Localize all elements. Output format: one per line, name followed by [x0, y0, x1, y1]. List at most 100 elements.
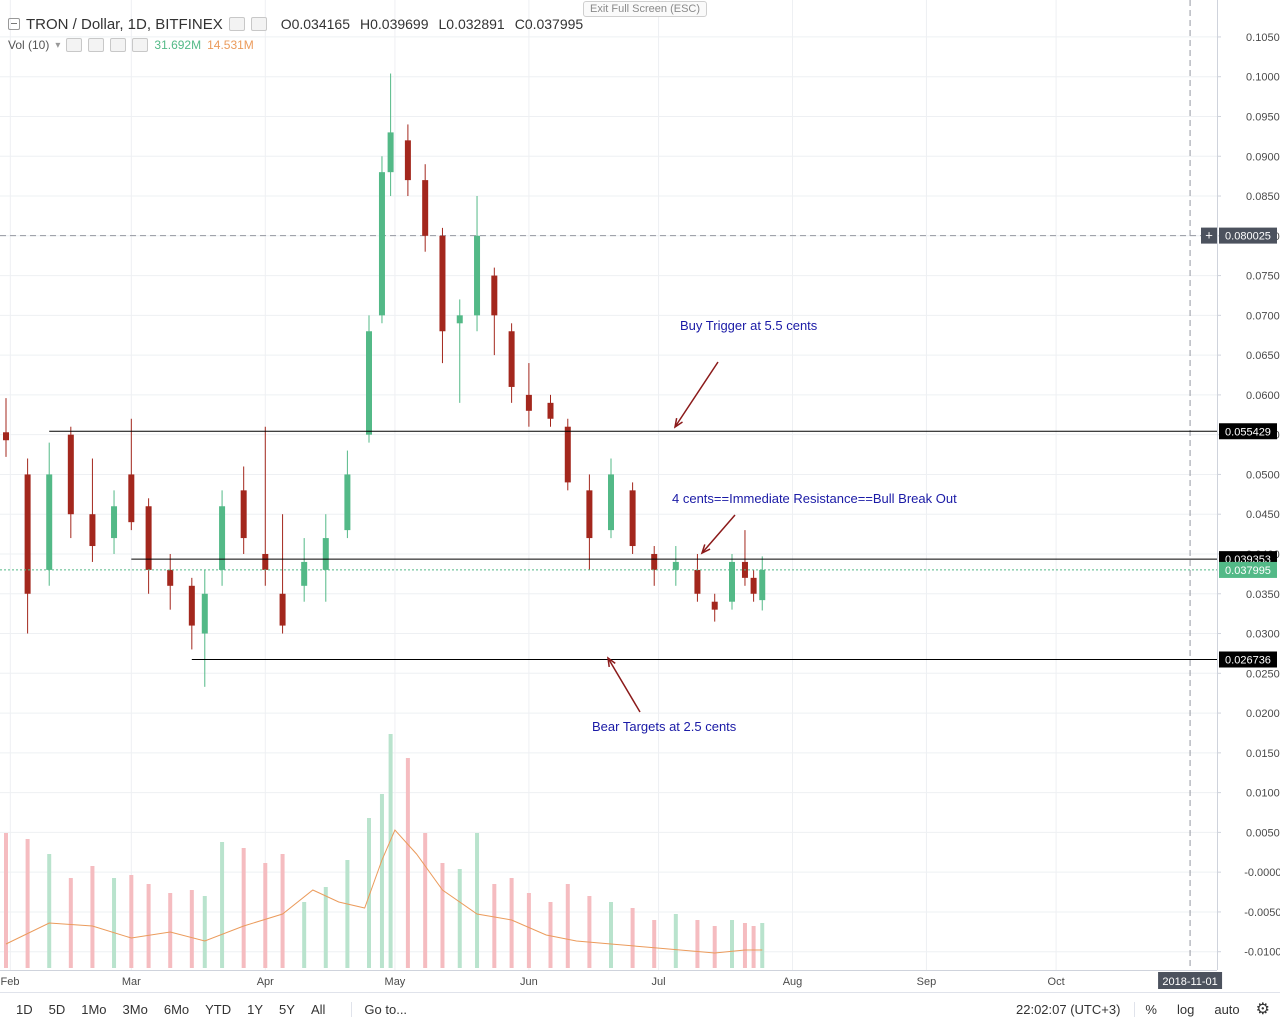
candle-body [111, 506, 118, 539]
settings-icon[interactable] [228, 17, 245, 31]
y-tick-label: 0.105000 [1246, 32, 1280, 44]
log-toggle[interactable]: log [1176, 1001, 1195, 1017]
candle-body [322, 538, 329, 570]
close-value: C0.037995 [514, 16, 584, 32]
percent-toggle[interactable]: % [1145, 1001, 1157, 1017]
volume-bar [565, 884, 570, 968]
ohlc-values: O0.034165 H0.039699 L0.032891 C0.037995 [281, 16, 584, 32]
settings-gear-icon[interactable]: ⚙ [1255, 1001, 1270, 1018]
timeframe-5d[interactable]: 5D [48, 1001, 66, 1017]
plus-icon[interactable] [110, 38, 127, 52]
volume-bar [25, 839, 30, 968]
y-tick-label: 0.085000 [1246, 191, 1280, 203]
volume-bar [302, 902, 307, 968]
volume-bar [129, 875, 134, 968]
exit-fullscreen-button[interactable]: Exit Full Screen (ESC) [583, 1, 708, 17]
volume-bar [323, 887, 328, 968]
volume-bar [440, 863, 445, 968]
x-tick-label: Mar [122, 976, 141, 988]
candle-body [711, 601, 718, 610]
timeframe-1y[interactable]: 1Y [247, 1001, 264, 1017]
crosshair-date-label: 2018-11-01 [1162, 976, 1217, 988]
y-tick-label: 0.035000 [1246, 589, 1280, 601]
annotation-resistance: 4 cents==Immediate Resistance==Bull Brea… [672, 491, 957, 506]
annotation-buy-trigger: Buy Trigger at 5.5 cents [680, 318, 818, 333]
price-label-bg [1219, 227, 1277, 244]
plus-icon: + [1205, 228, 1213, 243]
volume-bar [388, 734, 393, 968]
gear-icon[interactable] [88, 38, 105, 52]
volume-bar [146, 884, 151, 968]
volume-bar [712, 926, 717, 968]
y-tick-label: 0.005000 [1246, 827, 1280, 839]
x-tick-label: Jun [520, 976, 538, 988]
y-tick-label: 0.060000 [1246, 390, 1280, 402]
candle-body [344, 474, 351, 531]
candle-body [672, 561, 679, 570]
volume-bar [587, 896, 592, 968]
volume-bar [263, 863, 268, 968]
volume-bar [112, 878, 117, 968]
y-tick-label: -0.005000 [1244, 907, 1280, 919]
bottom-right-controls: 22:02:07 (UTC+3) % log auto ⚙ [1016, 993, 1280, 1025]
timeframe-3mo[interactable]: 3Mo [122, 1001, 148, 1017]
crosshair-plus-bg [1201, 227, 1217, 244]
volume-bar [509, 878, 514, 968]
y-tick-label: 0.070000 [1246, 310, 1280, 322]
candle-body [128, 474, 135, 523]
annotation-bear-target: Bear Targets at 2.5 cents [592, 719, 737, 734]
price-chart[interactable]: 0.105000 0.100000 0.095000 0.090000 0.085000… [0, 0, 1280, 992]
y-tick-label: 0.030000 [1246, 629, 1280, 641]
candle-body [750, 577, 757, 594]
buy-arrow [674, 361, 719, 428]
close-icon[interactable] [132, 38, 149, 52]
volume-bar [47, 854, 52, 968]
collapse-icon[interactable] [8, 18, 20, 30]
timeframe-5y[interactable]: 5Y [279, 1001, 295, 1017]
candle-body [3, 432, 9, 441]
timeframe-1mo[interactable]: 1Mo [81, 1001, 107, 1017]
volume-bar [423, 833, 428, 968]
candle-body [729, 561, 735, 602]
resistance-arrow [701, 514, 736, 554]
clock: 22:02:07 (UTC+3) [1016, 1001, 1136, 1017]
candle-body [759, 569, 766, 601]
candle-body [240, 490, 247, 539]
candle-body [67, 434, 74, 515]
timeframe-6mo[interactable]: 6Mo [163, 1001, 190, 1017]
volume-bar [548, 902, 553, 968]
eye-icon[interactable] [66, 38, 83, 52]
resistance-arrow-head [700, 544, 711, 555]
volume-bar [742, 923, 747, 968]
candle-body [586, 490, 593, 539]
volume-label[interactable]: Vol (10) [8, 38, 50, 52]
candle-body [378, 172, 385, 316]
hide-icon[interactable] [250, 17, 267, 31]
y-tick-label: 0.015000 [1246, 748, 1280, 760]
x-tick-label: Sep [917, 976, 937, 988]
volume-bar [695, 920, 700, 968]
timeframe-all[interactable]: All [310, 1001, 326, 1017]
y-tick-label: 0.075000 [1246, 271, 1280, 283]
auto-toggle[interactable]: auto [1214, 1001, 1240, 1017]
volume-bar [90, 866, 95, 968]
candle-body [167, 569, 174, 586]
goto-button[interactable]: Go to... [351, 1001, 415, 1017]
chevron-down-icon[interactable]: ▾ [55, 39, 61, 51]
price-label-bg [1219, 561, 1277, 578]
candle-body [608, 474, 614, 531]
candle-body [262, 553, 269, 570]
candle-body [24, 474, 31, 594]
crosshair-date-bg [1158, 972, 1223, 989]
volume-bar [241, 848, 246, 968]
timeframe-1d[interactable]: 1D [16, 1001, 33, 1017]
candle-body [201, 593, 208, 634]
candle-body [547, 402, 554, 419]
y-tick-label: 0.065000 [1246, 350, 1280, 362]
symbol-title[interactable]: TRON / Dollar, 1D, BITFINEX [26, 15, 223, 33]
candle-body [525, 394, 532, 411]
volume-bar [475, 833, 480, 968]
timeframe-ytd[interactable]: YTD [205, 1001, 232, 1017]
candle-body [145, 506, 152, 570]
